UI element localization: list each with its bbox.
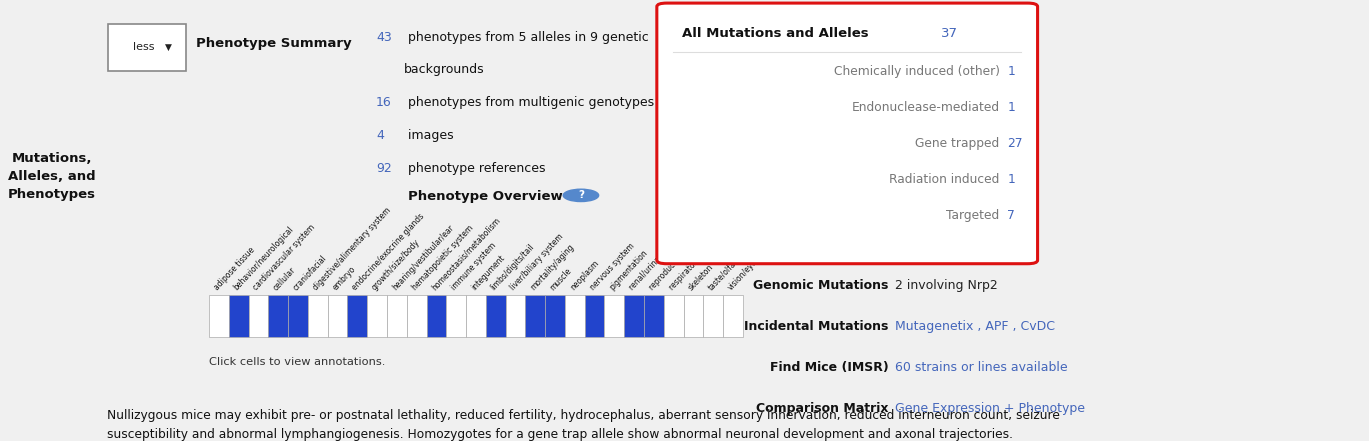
Text: hearing/vestibular/ear: hearing/vestibular/ear bbox=[390, 223, 456, 292]
Bar bbox=[327, 295, 348, 337]
Text: homeostasis/metabolism: homeostasis/metabolism bbox=[430, 216, 502, 292]
Text: integument: integument bbox=[470, 253, 507, 292]
Text: mortality/aging: mortality/aging bbox=[528, 242, 576, 292]
Text: ?: ? bbox=[578, 191, 585, 200]
Text: 92: 92 bbox=[376, 162, 392, 175]
Bar bbox=[605, 295, 624, 337]
Bar bbox=[683, 295, 704, 337]
Text: reproductive system: reproductive system bbox=[648, 228, 708, 292]
Bar bbox=[209, 295, 229, 337]
Text: All Mutations and Alleles: All Mutations and Alleles bbox=[682, 27, 869, 41]
Text: Chemically induced (other): Chemically induced (other) bbox=[834, 64, 999, 78]
Text: pigmentation: pigmentation bbox=[608, 248, 649, 292]
Text: Find Mice (IMSR): Find Mice (IMSR) bbox=[769, 361, 888, 374]
Text: vision/eye: vision/eye bbox=[727, 258, 760, 292]
Bar bbox=[465, 295, 486, 337]
Text: backgrounds: backgrounds bbox=[404, 63, 485, 75]
Text: phenotypes from multigenic genotypes: phenotypes from multigenic genotypes bbox=[404, 96, 654, 108]
Text: phenotypes from 5 alleles in 9 genetic: phenotypes from 5 alleles in 9 genetic bbox=[404, 31, 649, 44]
Text: Mutagenetix , APF , CvDC: Mutagenetix , APF , CvDC bbox=[895, 320, 1054, 333]
Text: endocrine/exocrine glands: endocrine/exocrine glands bbox=[350, 212, 426, 292]
Bar bbox=[348, 295, 367, 337]
Bar bbox=[387, 295, 407, 337]
Bar bbox=[446, 295, 465, 337]
Bar bbox=[229, 295, 249, 337]
Text: nervous system: nervous system bbox=[587, 241, 637, 292]
Text: hematopoietic system: hematopoietic system bbox=[411, 224, 475, 292]
Text: images: images bbox=[404, 129, 453, 142]
Text: neoplasm: neoplasm bbox=[568, 258, 600, 292]
Text: cardiovascular system: cardiovascular system bbox=[252, 223, 318, 292]
Bar bbox=[268, 295, 287, 337]
FancyBboxPatch shape bbox=[108, 24, 186, 71]
Text: digestive/alimentary system: digestive/alimentary system bbox=[311, 206, 393, 292]
Text: cellular: cellular bbox=[271, 265, 297, 292]
Text: Gene trapped: Gene trapped bbox=[916, 137, 999, 150]
Text: craniofacial: craniofacial bbox=[292, 253, 329, 292]
Text: 1: 1 bbox=[1008, 173, 1014, 186]
Text: Nullizygous mice may exhibit pre- or postnatal lethality, reduced fertility, hyd: Nullizygous mice may exhibit pre- or pos… bbox=[107, 409, 1060, 422]
Text: 60 strains or lines available: 60 strains or lines available bbox=[895, 361, 1068, 374]
Bar bbox=[723, 295, 743, 337]
Bar bbox=[704, 295, 723, 337]
Text: 7: 7 bbox=[1008, 209, 1014, 222]
Text: 1: 1 bbox=[1008, 64, 1014, 78]
Text: less: less bbox=[133, 41, 155, 52]
Bar bbox=[565, 295, 585, 337]
Text: Comparison Matrix: Comparison Matrix bbox=[756, 402, 888, 415]
Bar bbox=[505, 295, 526, 337]
Text: Gene Expression + Phenotype: Gene Expression + Phenotype bbox=[895, 402, 1084, 415]
Text: renal/urinary system: renal/urinary system bbox=[627, 227, 689, 292]
Bar bbox=[287, 295, 308, 337]
Text: Phenotype Overview: Phenotype Overview bbox=[408, 190, 563, 203]
Text: susceptibility and abnormal lymphangiogenesis. Homozygotes for a gene trap allel: susceptibility and abnormal lymphangioge… bbox=[107, 428, 1013, 441]
Text: respiratory system: respiratory system bbox=[667, 233, 723, 292]
Text: Mutations,
Alleles, and
Phenotypes: Mutations, Alleles, and Phenotypes bbox=[8, 152, 96, 201]
Text: 2 involving Nrp2: 2 involving Nrp2 bbox=[895, 279, 998, 292]
Text: Incidental Mutations: Incidental Mutations bbox=[743, 320, 888, 333]
Bar bbox=[367, 295, 387, 337]
Text: skeleton: skeleton bbox=[687, 262, 716, 292]
Text: taste/olfaction: taste/olfaction bbox=[706, 245, 752, 292]
Bar bbox=[249, 295, 268, 337]
Text: liver/biliary system: liver/biliary system bbox=[509, 232, 565, 292]
Text: immune system: immune system bbox=[449, 241, 498, 292]
Text: growth/size/body: growth/size/body bbox=[371, 238, 422, 292]
Bar bbox=[585, 295, 605, 337]
Bar bbox=[643, 295, 664, 337]
Text: 1: 1 bbox=[1008, 101, 1014, 114]
Bar bbox=[526, 295, 545, 337]
Text: limbs/digits/tail: limbs/digits/tail bbox=[489, 242, 537, 292]
Text: 27: 27 bbox=[1008, 137, 1023, 150]
Text: phenotype references: phenotype references bbox=[404, 162, 545, 175]
Text: Genomic Mutations: Genomic Mutations bbox=[753, 279, 888, 292]
Text: embryo: embryo bbox=[331, 265, 357, 292]
Text: Radiation induced: Radiation induced bbox=[890, 173, 999, 186]
Text: Phenotype Summary: Phenotype Summary bbox=[196, 37, 352, 50]
Text: ▼: ▼ bbox=[164, 43, 171, 52]
Text: 4: 4 bbox=[376, 129, 383, 142]
Text: 37: 37 bbox=[942, 27, 958, 41]
Text: Targeted: Targeted bbox=[946, 209, 999, 222]
Text: Endonuclease-mediated: Endonuclease-mediated bbox=[852, 101, 999, 114]
Bar bbox=[545, 295, 565, 337]
Text: 43: 43 bbox=[376, 31, 392, 44]
Bar bbox=[427, 295, 446, 337]
Text: adipose tissue: adipose tissue bbox=[212, 245, 256, 292]
Text: behavior/neurological: behavior/neurological bbox=[233, 224, 296, 292]
Text: Click cells to view annotations.: Click cells to view annotations. bbox=[209, 357, 386, 367]
Bar bbox=[486, 295, 505, 337]
Text: muscle: muscle bbox=[549, 266, 574, 292]
Bar bbox=[308, 295, 327, 337]
FancyBboxPatch shape bbox=[657, 3, 1038, 264]
Bar bbox=[407, 295, 427, 337]
Bar bbox=[664, 295, 683, 337]
Text: 16: 16 bbox=[376, 96, 392, 108]
Bar bbox=[624, 295, 643, 337]
Circle shape bbox=[563, 189, 598, 202]
